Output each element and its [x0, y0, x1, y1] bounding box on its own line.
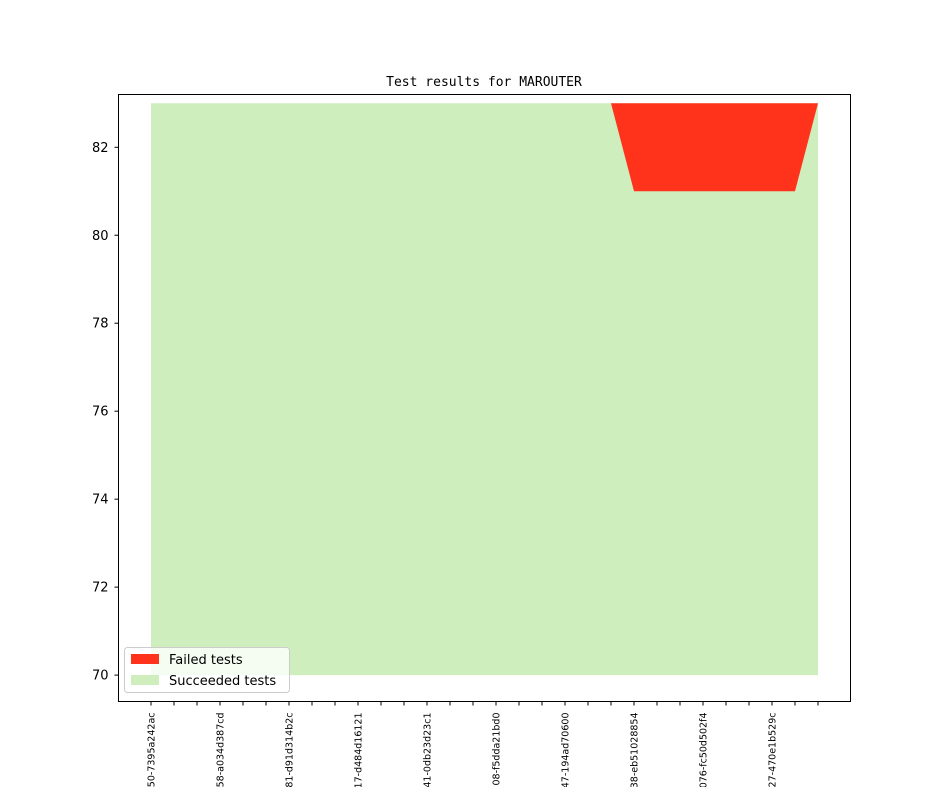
- x-tick-label: 17-d484d16121: [354, 713, 365, 787]
- plot-frame: [118, 94, 851, 702]
- legend-swatch-failed: [131, 654, 159, 664]
- y-tick-label: 70: [92, 669, 109, 684]
- y-tick-label: 82: [92, 141, 109, 156]
- x-tick-label: 47-194ad70600: [561, 713, 572, 787]
- y-axis: 70 72 74 76 78 80 82: [92, 141, 119, 684]
- x-tick-label: 58-a034d387cd: [216, 713, 227, 787]
- y-tick-label: 76: [92, 405, 109, 420]
- y-tick-label: 78: [92, 317, 109, 332]
- legend-box: [124, 647, 290, 693]
- plot-series: [151, 103, 818, 676]
- x-tick-label: 38-eb51028854: [630, 713, 641, 787]
- x-tick-label: 08-f5dda21bd0: [492, 713, 503, 786]
- y-tick-label: 80: [92, 229, 109, 244]
- series-area-succeeded-tests: [151, 103, 818, 676]
- x-tick-label: 81-d91d314b2c: [285, 713, 296, 787]
- legend-label-failed: Failed tests: [169, 653, 243, 668]
- legend: Failed tests Succeeded tests: [124, 647, 290, 693]
- x-tick-label: 41-0db23d23c1: [423, 713, 434, 787]
- x-axis: 50-7395a242ac 58-a034d387cd 81-d91d314b2c 1…: [147, 701, 819, 787]
- x-tick-label: 27-470e1b529c: [768, 713, 779, 787]
- chart-title: Test results for MAROUTER: [386, 75, 582, 90]
- series-area-failed-tests: [151, 103, 818, 192]
- y-tick-label: 72: [92, 581, 109, 596]
- y-tick-label: 74: [92, 493, 109, 508]
- legend-swatch-succeeded: [131, 675, 159, 685]
- x-tick-label: 076-fc50d502f4: [699, 713, 710, 787]
- legend-label-succeeded: Succeeded tests: [169, 674, 276, 689]
- x-tick-label: 50-7395a242ac: [147, 713, 158, 787]
